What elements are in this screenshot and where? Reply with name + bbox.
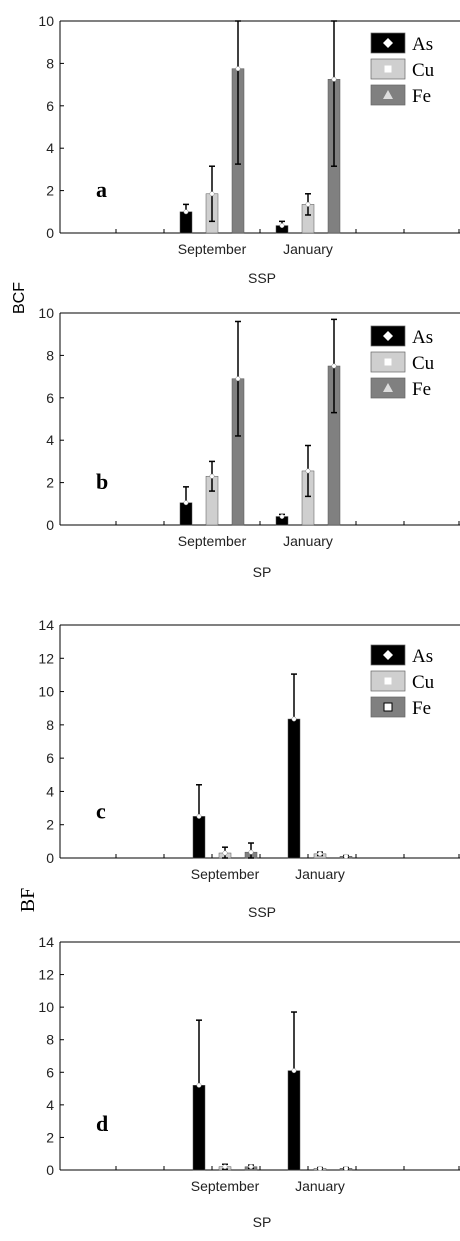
data-point-marker [343, 1165, 349, 1171]
data-point-marker [279, 223, 285, 229]
legend: As Cu Fe [370, 32, 435, 107]
panel-label: d [96, 1111, 108, 1136]
data-point-marker [317, 1165, 323, 1171]
square-icon [384, 358, 392, 366]
x-tick-label: January [283, 241, 333, 257]
y-tick-label: 8 [46, 347, 54, 363]
legend-label-as: As [412, 327, 433, 348]
data-point-marker [248, 849, 254, 855]
y-tick-label: 10 [38, 999, 54, 1015]
x-tick-label: September [178, 533, 247, 549]
y-tick-label: 10 [38, 13, 54, 29]
data-point-marker [196, 1082, 202, 1088]
data-point-marker [343, 853, 349, 859]
y-tick-label: 6 [46, 1064, 54, 1080]
data-point-marker [183, 209, 189, 215]
y-tick-label: 2 [46, 817, 54, 833]
panel-label: c [96, 798, 106, 823]
x-tick-label: January [295, 866, 345, 882]
data-point-marker [209, 473, 215, 479]
y-tick-label: 6 [46, 750, 54, 766]
chart-panel-c: 0 2 4 6 8 10 12 14 September January c SSP As Cu Fe [38, 617, 460, 920]
data-point-marker [209, 191, 215, 197]
y-tick-label: 10 [38, 305, 54, 321]
x-axis-label: SSP [248, 270, 276, 286]
y-tick-label: 0 [46, 850, 54, 866]
y-tick-label: 10 [38, 684, 54, 700]
y-tick-label: 0 [46, 517, 54, 533]
data-point-marker [248, 1164, 254, 1170]
legend-label-cu: Cu [412, 672, 435, 693]
y-axis-label-bf: BF [17, 888, 39, 912]
y-tick-label: 0 [46, 1162, 54, 1178]
y-tick-label: 4 [46, 783, 54, 799]
data-point-marker [279, 514, 285, 519]
x-axis-label: SP [253, 564, 272, 580]
legend-label-cu: Cu [412, 60, 435, 81]
legend-label-cu: Cu [412, 353, 435, 374]
chart-panel-d: 0 2 4 6 8 10 12 14 September January d SP [38, 934, 460, 1230]
legend-label-as: As [412, 34, 433, 55]
chart-panels: 0 2 4 6 8 10 September January a SSP As Cu Fe 0 2 4 6 8 10… [38, 13, 460, 1230]
square-icon [384, 65, 392, 73]
data-point-marker [222, 850, 228, 856]
y-tick-label: 6 [46, 390, 54, 406]
x-tick-label: September [191, 866, 260, 882]
chart-panel-b: 0 2 4 6 8 10 September January b SP As Cu Fe [38, 305, 460, 580]
data-point-marker [291, 1068, 297, 1074]
data-point-marker [305, 201, 311, 207]
data-point-marker [305, 468, 311, 474]
data-point-marker [331, 363, 337, 369]
y-tick-label: 14 [38, 617, 54, 633]
x-axis-label: SSP [248, 904, 276, 920]
data-point-marker [235, 376, 241, 382]
legend-label-fe: Fe [412, 698, 431, 719]
open-square-icon [383, 702, 393, 712]
y-tick-label: 2 [46, 183, 54, 199]
chart-panel-a: 0 2 4 6 8 10 September January a SSP As Cu Fe [38, 13, 460, 286]
x-tick-label: September [191, 1178, 260, 1194]
x-tick-label: September [178, 241, 247, 257]
data-point-marker [291, 716, 297, 722]
y-tick-label: 2 [46, 475, 54, 491]
data-point-marker [222, 1164, 228, 1170]
legend: As Cu Fe [370, 325, 435, 400]
y-tick-label: 0 [46, 225, 54, 241]
y-axis-label-bcf: BCF [11, 282, 28, 314]
y-tick-label: 12 [38, 967, 54, 983]
y-tick-label: 8 [46, 1032, 54, 1048]
data-point-marker [235, 66, 241, 72]
x-axis-label: SP [253, 1214, 272, 1230]
diamond-icon [383, 650, 393, 660]
y-tick-label: 6 [46, 98, 54, 114]
legend-label-fe: Fe [412, 86, 431, 107]
triangle-icon [383, 383, 393, 392]
y-tick-label: 4 [46, 1097, 54, 1113]
data-point-marker [317, 851, 323, 857]
data-point-marker [196, 813, 202, 819]
legend-label-fe: Fe [412, 379, 431, 400]
legend: As Cu Fe [370, 644, 435, 719]
y-tick-label: 4 [46, 432, 54, 448]
y-tick-label: 8 [46, 55, 54, 71]
x-tick-label: January [283, 533, 333, 549]
square-icon [384, 677, 392, 685]
y-tick-label: 14 [38, 934, 54, 950]
y-tick-label: 4 [46, 140, 54, 156]
data-point-marker [183, 500, 189, 506]
x-tick-label: January [295, 1178, 345, 1194]
legend-label-as: As [412, 646, 433, 667]
data-point-marker [331, 76, 337, 82]
panel-label: a [96, 177, 107, 202]
diamond-icon [383, 331, 393, 341]
y-tick-label: 12 [38, 650, 54, 666]
diamond-icon [383, 38, 393, 48]
y-tick-label: 2 [46, 1129, 54, 1145]
y-tick-label: 8 [46, 717, 54, 733]
triangle-icon [383, 90, 393, 99]
panel-label: b [96, 469, 108, 494]
